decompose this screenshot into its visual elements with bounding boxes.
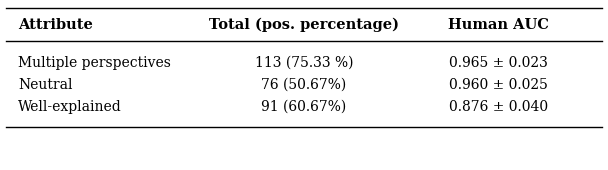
Text: 0.960 ± 0.025: 0.960 ± 0.025	[449, 78, 548, 92]
Text: Human AUC: Human AUC	[448, 18, 549, 32]
Text: 0.965 ± 0.023: 0.965 ± 0.023	[449, 56, 548, 70]
Text: Multiple perspectives: Multiple perspectives	[18, 56, 171, 70]
Text: 76 (50.67%): 76 (50.67%)	[261, 78, 347, 92]
Text: 113 (75.33 %): 113 (75.33 %)	[255, 56, 353, 70]
Text: 91 (60.67%): 91 (60.67%)	[261, 100, 347, 114]
Text: Neutral: Neutral	[18, 78, 73, 92]
Text: 0.876 ± 0.040: 0.876 ± 0.040	[449, 100, 548, 114]
Text: Well-explained: Well-explained	[18, 100, 122, 114]
Text: Attribute: Attribute	[18, 18, 93, 32]
Text: Total (pos. percentage): Total (pos. percentage)	[209, 18, 399, 32]
